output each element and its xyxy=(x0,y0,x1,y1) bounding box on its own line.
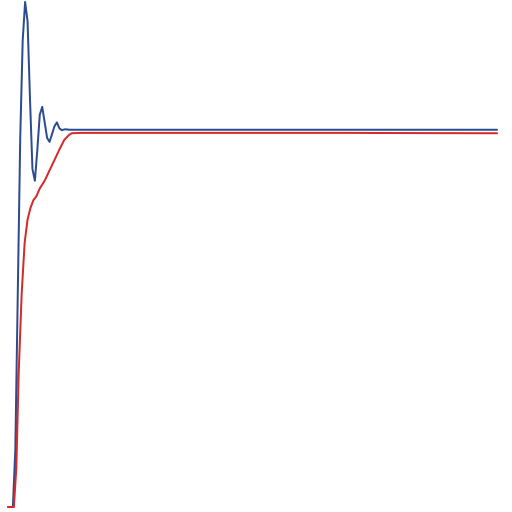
series-line-2 xyxy=(7,131,498,508)
series-line-1 xyxy=(7,1,498,508)
plot-area xyxy=(7,1,498,508)
